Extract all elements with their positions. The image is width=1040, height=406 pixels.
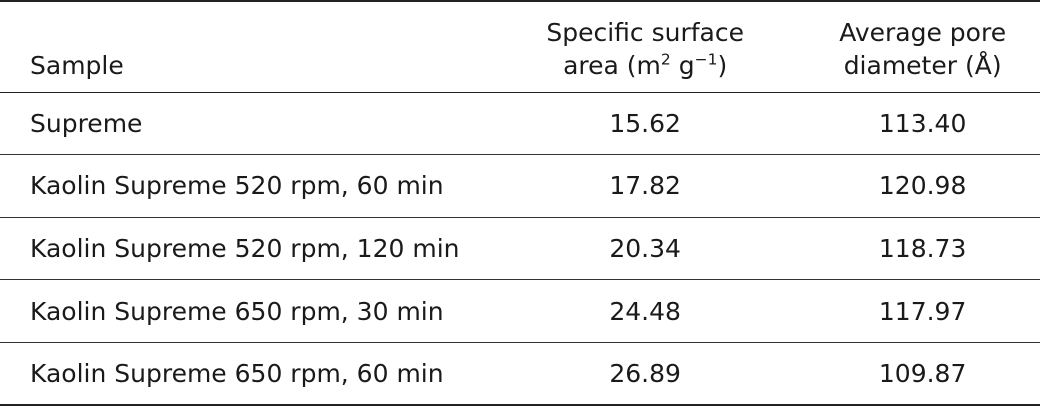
table-body: Supreme 15.62 113.40 Kaolin Supreme 520 … (0, 92, 1040, 405)
cell-sample: Supreme (30, 108, 143, 138)
header-sample: Sample (0, 1, 485, 92)
cell-area: 24.48 (609, 296, 681, 326)
cell-sample: Kaolin Supreme 520 rpm, 120 min (30, 233, 460, 263)
table-row: Kaolin Supreme 650 rpm, 30 min 24.48 117… (0, 280, 1040, 343)
table-row: Kaolin Supreme 650 rpm, 60 min 26.89 109… (0, 342, 1040, 405)
header-area-sup1: 2 (660, 50, 671, 69)
header-area-suffix: ) (717, 50, 728, 80)
cell-pore: 113.40 (878, 108, 967, 138)
header-area-line2: area (m2 g−1) (563, 51, 727, 80)
cell-area: 15.62 (609, 108, 681, 138)
header-area-line1: Specific surface (546, 17, 744, 47)
header-area-mid: g (670, 50, 695, 80)
cell-pore: 120.98 (878, 171, 967, 201)
cell-pore: 118.73 (878, 233, 967, 263)
cell-pore: 109.87 (878, 358, 967, 388)
cell-area: 26.89 (609, 358, 681, 388)
header-area-sup2: −1 (694, 50, 718, 69)
header-specific-surface-area: Specific surface area (m2 g−1) (485, 1, 805, 92)
cell-sample: Kaolin Supreme 650 rpm, 30 min (30, 296, 444, 326)
header-area-prefix: area (m (563, 50, 661, 80)
cell-sample: Kaolin Supreme 650 rpm, 60 min (30, 358, 444, 388)
header-sample-label: Sample (30, 50, 124, 80)
header-average-pore-diameter: Average pore diameter (Å) (805, 1, 1040, 92)
table-header: Sample Specific surface area (m2 g−1) Av… (0, 1, 1040, 92)
table-row: Supreme 15.62 113.40 (0, 92, 1040, 155)
cell-pore: 117.97 (878, 296, 967, 326)
header-pore-line1: Average pore (839, 17, 1007, 47)
table-row: Kaolin Supreme 520 rpm, 60 min 17.82 120… (0, 155, 1040, 218)
header-row: Sample Specific surface area (m2 g−1) Av… (0, 1, 1040, 92)
cell-area: 17.82 (609, 171, 681, 201)
header-pore-line2: diameter (Å) (843, 50, 1002, 80)
cell-sample: Kaolin Supreme 520 rpm, 60 min (30, 171, 444, 201)
table-row: Kaolin Supreme 520 rpm, 120 min 20.34 11… (0, 217, 1040, 280)
cell-area: 20.34 (609, 233, 681, 263)
